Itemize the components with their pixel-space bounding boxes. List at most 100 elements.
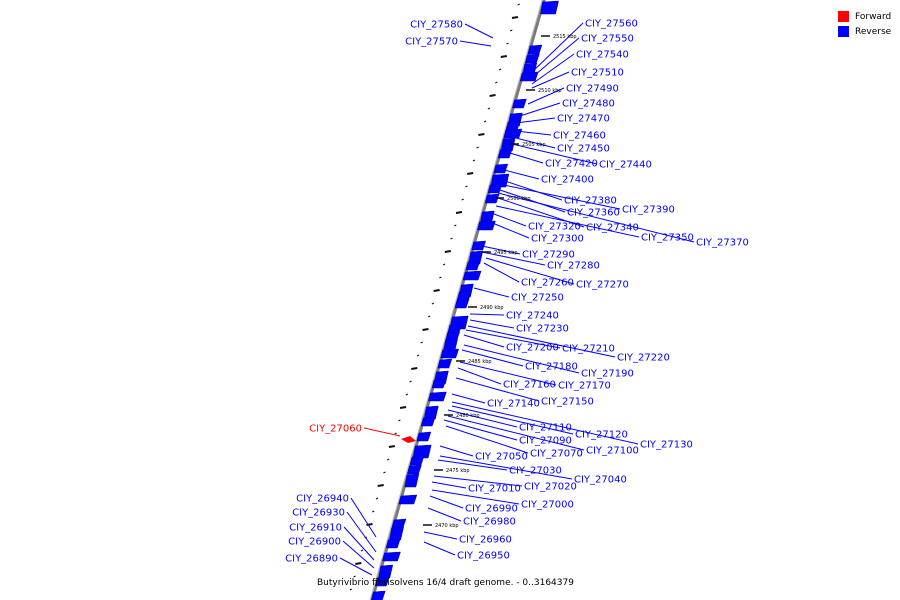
reverse-gene[interactable] [416, 431, 432, 442]
gene-label[interactable]: CIY_26890 [285, 554, 338, 565]
reverse-gene[interactable] [512, 98, 527, 109]
gene-label[interactable]: CIY_26950 [457, 551, 510, 562]
gene-label[interactable]: CIY_27070 [530, 449, 583, 460]
gene-label[interactable]: CIY_27220 [617, 353, 670, 364]
gene-label[interactable]: CIY_27150 [541, 397, 594, 408]
gene-label[interactable]: CIY_27020 [524, 482, 577, 493]
reverse-gene[interactable] [493, 163, 509, 174]
gene-label[interactable]: CIY_27060 [309, 424, 362, 435]
gene-label[interactable]: CIY_27110 [519, 423, 572, 434]
gene-label[interactable]: CIY_27560 [585, 19, 638, 30]
gene-label[interactable]: CIY_27340 [586, 223, 639, 234]
gene-label[interactable]: CIY_27170 [558, 381, 611, 392]
gene-label[interactable]: CIY_27370 [696, 238, 749, 249]
gene-label[interactable]: CIY_27190 [581, 369, 634, 380]
gene-label[interactable]: CIY_27540 [576, 50, 629, 61]
reverse-gene[interactable] [385, 538, 401, 549]
gene-label[interactable]: CIY_26940 [296, 494, 349, 505]
gene-label[interactable]: CIY_27550 [581, 34, 634, 45]
reverse-gene[interactable] [431, 378, 447, 389]
gene-label[interactable]: CIY_27350 [641, 233, 694, 244]
reverse-gene[interactable] [428, 391, 447, 402]
reverse-gene[interactable] [497, 148, 513, 159]
reverse-gene[interactable] [371, 590, 386, 600]
reverse-gene[interactable] [457, 290, 472, 301]
gene-label[interactable]: CIY_27280 [547, 261, 600, 272]
forward-gene[interactable] [401, 436, 416, 443]
gene-label[interactable]: CIY_27440 [599, 160, 652, 171]
reverse-gene[interactable] [490, 173, 510, 188]
reverse-gene[interactable] [484, 193, 500, 204]
reverse-gene[interactable] [503, 128, 523, 139]
reverse-gene[interactable] [519, 71, 539, 82]
gene-label[interactable]: CIY_26900 [288, 537, 341, 548]
reverse-gene[interactable] [527, 44, 543, 55]
gene-label[interactable]: CIY_27230 [516, 324, 569, 335]
gene-label[interactable]: CIY_27460 [553, 131, 606, 142]
gene-label[interactable]: CIY_27270 [576, 280, 629, 291]
gene-label[interactable]: CIY_27250 [511, 293, 564, 304]
gene-label[interactable]: CIY_27130 [640, 440, 693, 451]
reverse-gene[interactable] [525, 53, 540, 64]
gene-label[interactable]: CIY_27570 [405, 37, 458, 48]
reverse-gene[interactable] [409, 455, 425, 466]
reverse-gene[interactable] [465, 260, 481, 271]
gene-label[interactable]: CIY_27290 [522, 250, 575, 261]
reverse-gene[interactable] [500, 137, 516, 152]
gene-label[interactable]: CIY_27180 [525, 362, 578, 373]
reverse-gene[interactable] [440, 348, 460, 359]
gene-label[interactable]: CIY_27050 [475, 452, 528, 463]
gene-label[interactable]: CIY_27120 [575, 430, 628, 441]
gene-label[interactable]: CIY_27480 [562, 99, 615, 110]
gene-label[interactable]: CIY_27260 [521, 278, 574, 289]
gene-label[interactable]: CIY_27320 [528, 222, 581, 233]
reverse-gene[interactable] [468, 250, 484, 265]
reverse-gene[interactable] [424, 405, 439, 420]
gene-label[interactable]: CIY_27510 [571, 68, 624, 79]
gene-label[interactable]: CIY_27580 [410, 20, 463, 31]
reverse-gene[interactable] [407, 464, 422, 475]
reverse-gene[interactable] [471, 240, 487, 251]
reverse-gene[interactable] [374, 576, 390, 587]
reverse-gene[interactable] [389, 526, 404, 541]
gene-label[interactable]: CIY_27380 [564, 196, 617, 207]
reverse-gene[interactable] [391, 518, 407, 529]
gene-label[interactable]: CIY_27390 [622, 205, 675, 216]
gene-label[interactable]: CIY_27490 [566, 84, 619, 95]
reverse-gene[interactable] [477, 220, 496, 231]
gene-label[interactable]: CIY_27040 [574, 475, 627, 486]
gene-label[interactable]: CIY_27400 [541, 175, 594, 186]
reverse-gene[interactable] [462, 270, 482, 281]
reverse-gene[interactable] [378, 564, 394, 579]
gene-label[interactable]: CIY_26990 [465, 504, 518, 515]
gene-label[interactable]: CIY_27360 [567, 208, 620, 219]
gene-label[interactable]: CIY_26960 [459, 535, 512, 546]
gene-label[interactable]: CIY_27420 [545, 159, 598, 170]
gene-label[interactable]: CIY_27210 [562, 344, 615, 355]
gene-label[interactable]: CIY_27140 [487, 399, 540, 410]
reverse-gene[interactable] [398, 494, 418, 505]
gene-label[interactable]: CIY_27300 [531, 234, 584, 245]
gene-label[interactable]: CIY_27240 [506, 311, 559, 322]
gene-label[interactable]: CIY_27100 [586, 446, 639, 457]
reverse-gene[interactable] [412, 444, 432, 459]
reverse-gene[interactable] [404, 473, 420, 488]
gene-label[interactable]: CIY_26980 [463, 517, 516, 528]
reverse-gene[interactable] [454, 298, 470, 309]
reverse-gene[interactable] [487, 183, 503, 194]
gene-label[interactable]: CIY_26930 [292, 508, 345, 519]
gene-label[interactable]: CIY_26910 [289, 523, 342, 534]
gene-label[interactable]: CIY_27000 [521, 500, 574, 511]
reverse-gene[interactable] [447, 323, 463, 334]
gene-label[interactable]: CIY_27470 [557, 114, 610, 125]
reverse-gene[interactable] [437, 358, 453, 369]
gene-label[interactable]: CIY_27450 [557, 144, 610, 155]
gene-label[interactable]: CIY_27030 [509, 466, 562, 477]
reverse-gene[interactable] [382, 551, 401, 562]
reverse-gene[interactable] [540, 0, 559, 15]
reverse-gene[interactable] [420, 416, 436, 427]
gene-label[interactable]: CIY_27200 [506, 343, 559, 354]
gene-label[interactable]: CIY_27160 [503, 380, 556, 391]
gene-label[interactable]: CIY_27010 [468, 484, 521, 495]
gene-label[interactable]: CIY_27090 [519, 436, 572, 447]
